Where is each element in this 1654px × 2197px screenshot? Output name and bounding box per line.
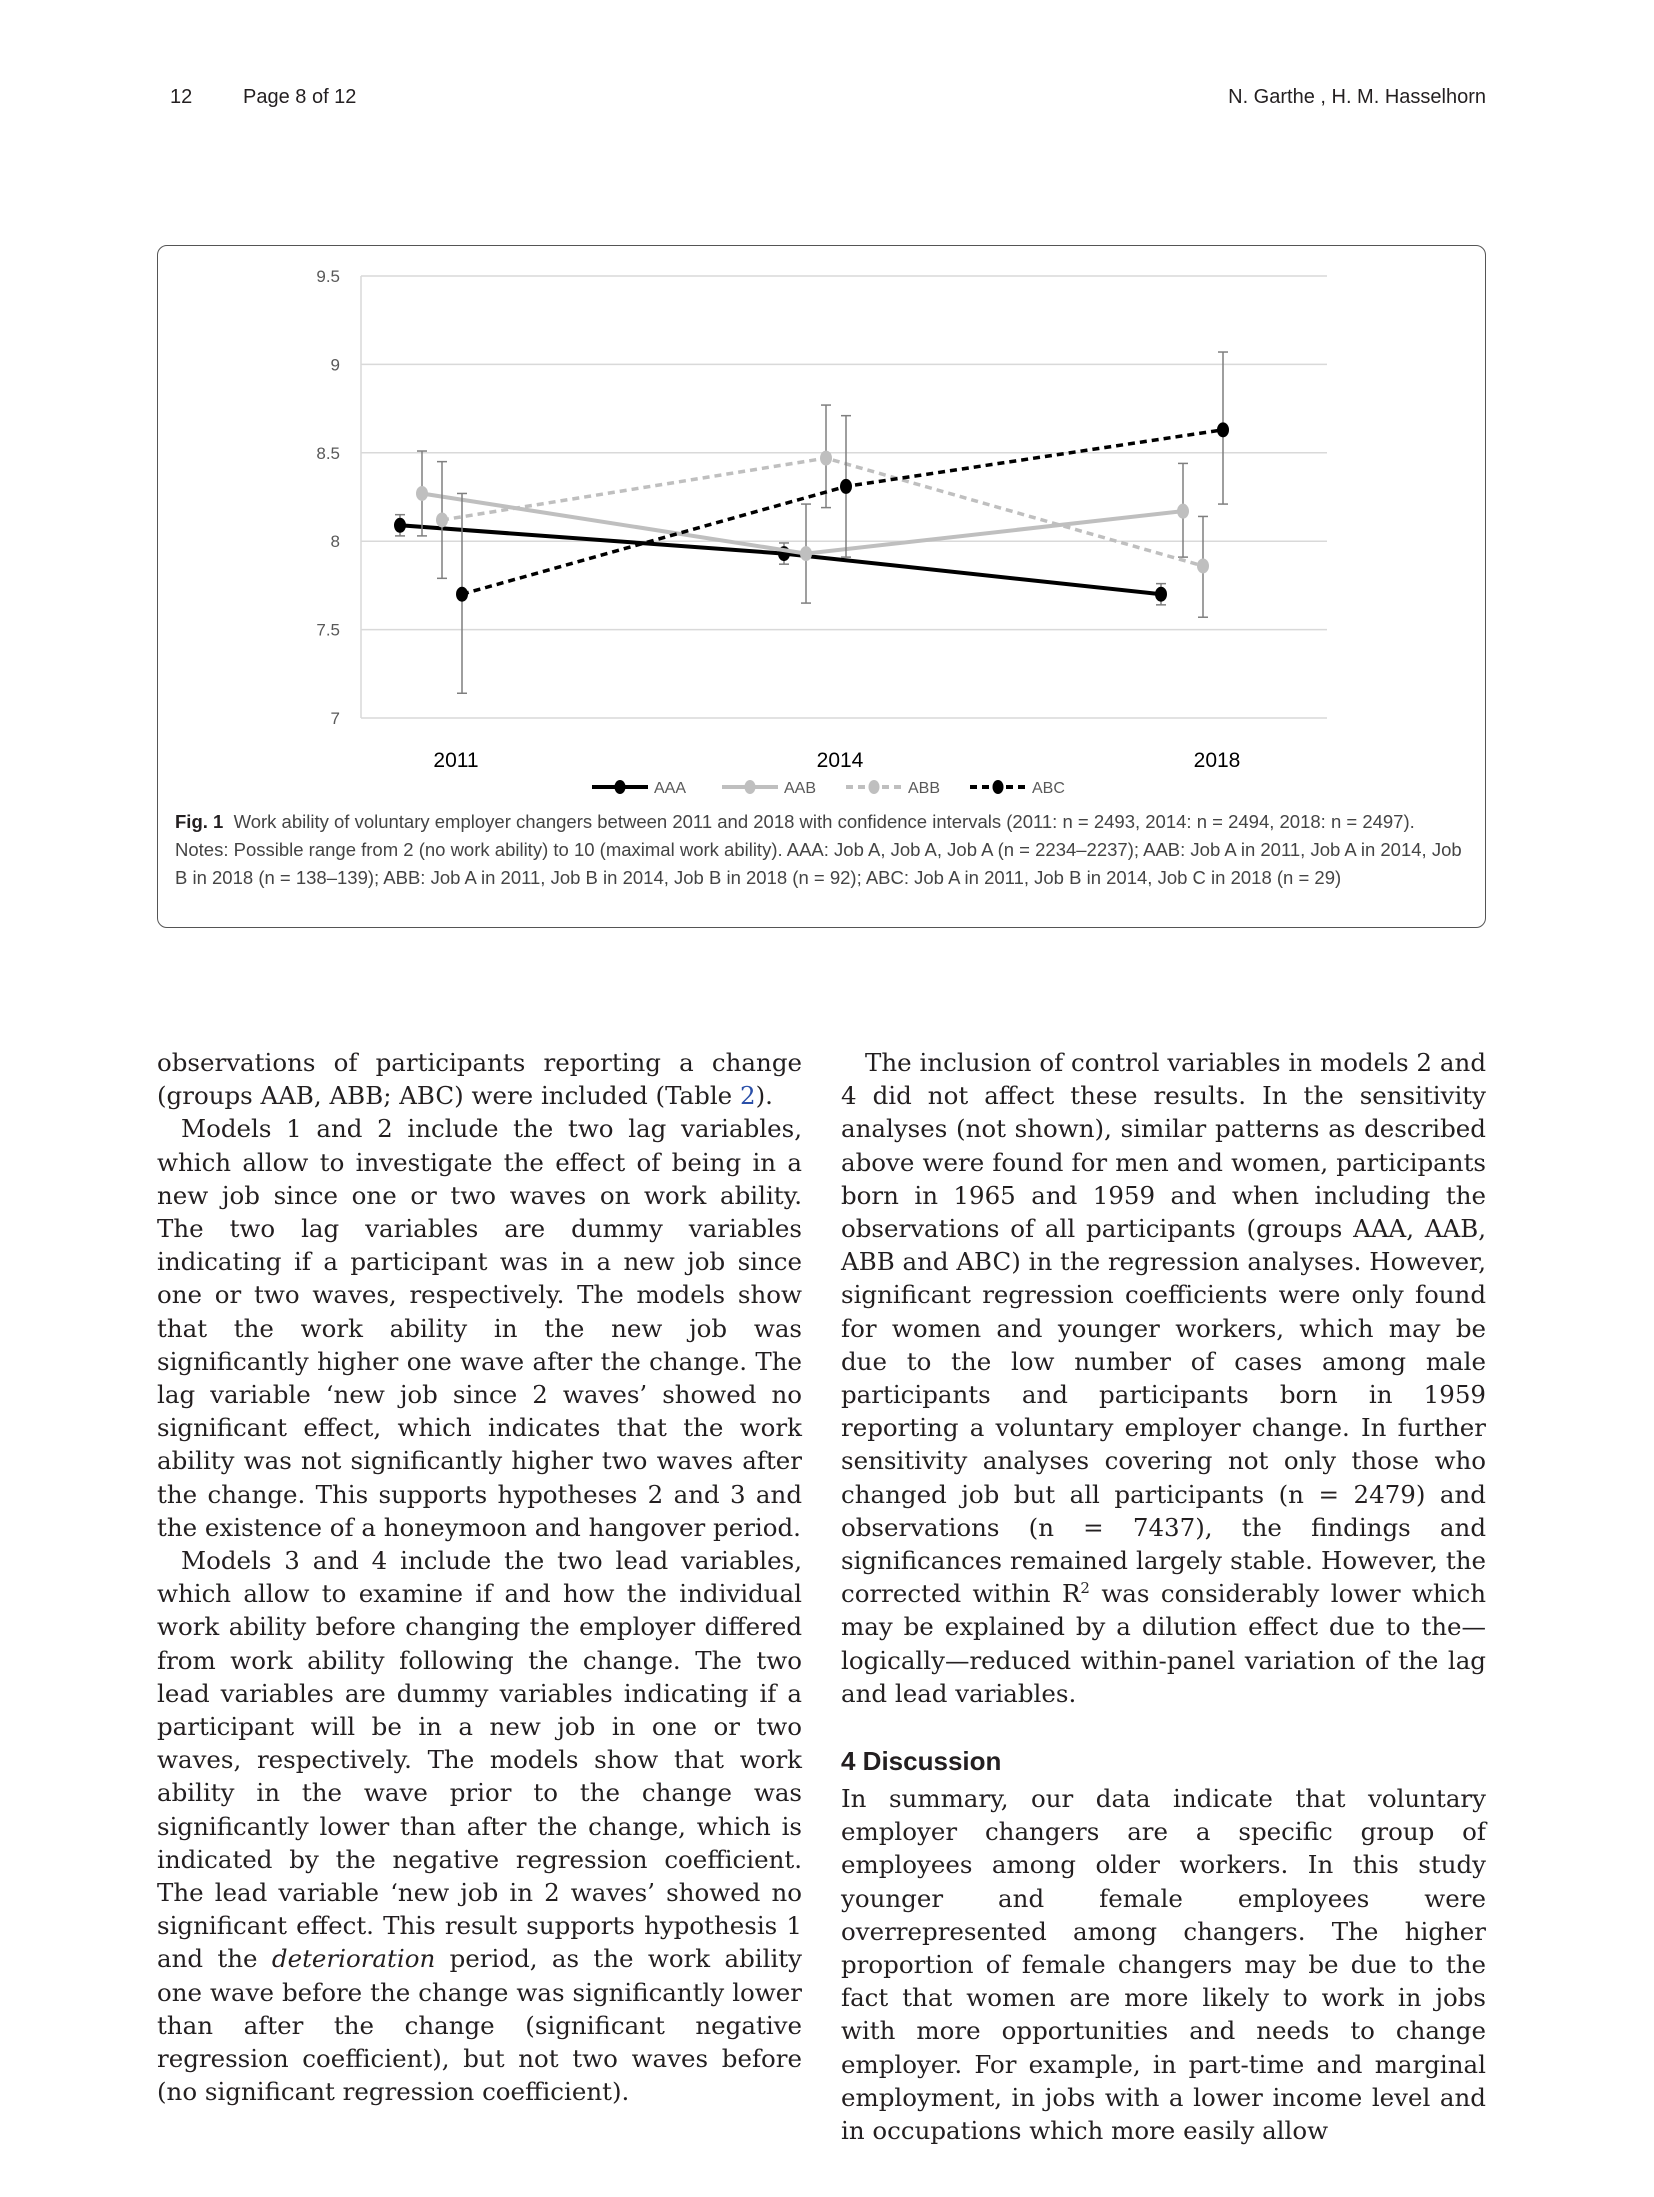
paragraph: Models 1 and 2 include the two lag varia… xyxy=(157,1114,802,1542)
right-column: The inclusion of control variables in mo… xyxy=(841,1046,1486,2147)
paragraph: observations of participants reporting a… xyxy=(157,1046,802,1112)
data-point-AAB xyxy=(416,485,428,501)
series-line-AAB xyxy=(421,491,1184,556)
text: observations of participants reporting a… xyxy=(157,1048,802,1111)
section-heading: 4 Discussion xyxy=(841,1746,1002,1777)
caption-text: Work ability of voluntary employer chang… xyxy=(175,811,1462,888)
legend-marker-ABC xyxy=(992,780,1004,794)
x-tick-label: 2011 xyxy=(433,749,478,772)
data-point-AAA xyxy=(394,517,406,533)
series-line-ABC xyxy=(461,428,1224,596)
legend-marker-ABB xyxy=(868,780,880,794)
legend-marker-AAA xyxy=(614,780,626,794)
legend-label: AAA xyxy=(654,780,686,797)
text: Models 3 and 4 include the two lead vari… xyxy=(157,1546,802,1974)
data-point-AAA xyxy=(1155,586,1167,602)
left-column: observations of participants reporting a… xyxy=(157,1046,802,2109)
emphasis: deterioration xyxy=(271,1944,436,1974)
figure-1-chart: 7 7.5 8 8.5 9 9.5 2011 2014 2018 AAA AAB ABB ABC xyxy=(316,267,1327,797)
data-point-ABC xyxy=(456,586,468,602)
data-point-ABC xyxy=(1217,422,1229,438)
page-number: 12 xyxy=(170,86,193,108)
page-of: Page 8 of 12 xyxy=(243,86,357,108)
x-tick-label: 2018 xyxy=(1194,749,1241,772)
data-point-AAB xyxy=(800,546,812,562)
paragraph: The inclusion of control variables in mo… xyxy=(841,1046,1486,1710)
text: was considerably lower which may be expl… xyxy=(841,1579,1486,1708)
paragraph: Models 3 and 4 include the two lead vari… xyxy=(157,1544,802,2108)
legend-marker-AAB xyxy=(744,780,756,794)
data-point-AAB xyxy=(1177,503,1189,519)
x-tick-label: 2014 xyxy=(817,749,864,772)
text: The inclusion of control variables in mo… xyxy=(841,1048,1486,1609)
text: ). xyxy=(755,1081,773,1111)
superscript: 2 xyxy=(1080,1579,1090,1598)
data-point-ABB xyxy=(1197,558,1209,574)
figure-frame xyxy=(157,245,1486,928)
data-point-ABB xyxy=(820,450,832,466)
legend-label: ABB xyxy=(908,780,940,797)
figure-label: Fig. 1 xyxy=(175,811,224,832)
y-tick-label: 8 xyxy=(331,532,340,551)
data-point-ABB xyxy=(436,512,448,528)
legend-label: AAB xyxy=(784,780,816,797)
y-tick-label: 7 xyxy=(331,709,340,728)
legend-label: ABC xyxy=(1032,780,1065,797)
y-tick-label: 7.5 xyxy=(316,621,340,640)
y-tick-label: 9 xyxy=(331,355,340,374)
series-line-AAA xyxy=(399,523,1162,597)
figure-caption: Fig. 1 Work ability of voluntary employe… xyxy=(175,808,1470,892)
paragraph: In summary, our data indicate that volun… xyxy=(841,1784,1486,2146)
running-authors: N. Garthe , H. M. Hasselhorn xyxy=(1228,86,1486,108)
data-point-ABC xyxy=(840,478,852,494)
y-tick-label: 8.5 xyxy=(316,444,340,463)
text: period, as the work ability one wave bef… xyxy=(157,1944,802,2107)
table-link[interactable]: 2 xyxy=(739,1081,756,1111)
y-tick-label: 9.5 xyxy=(316,267,340,286)
